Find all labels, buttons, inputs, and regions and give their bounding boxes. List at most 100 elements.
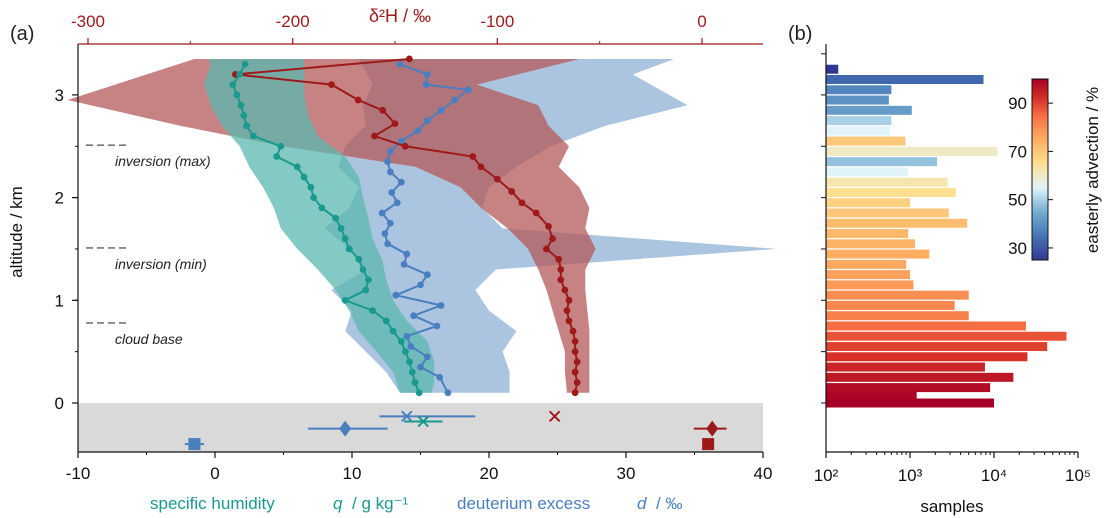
- point-q: [337, 225, 345, 232]
- y-tick-label: 0: [55, 394, 64, 413]
- surface-marker-q-x: [404, 415, 443, 428]
- x-tick-label: 10: [343, 464, 362, 483]
- point-h: [571, 348, 579, 356]
- colorbar-tick-label: 50: [1008, 191, 1027, 210]
- point-h: [571, 389, 579, 397]
- point-h: [573, 358, 581, 366]
- point-h: [532, 209, 540, 217]
- point-q: [402, 348, 409, 356]
- point-h: [493, 175, 501, 183]
- point-d: [423, 117, 431, 124]
- d-axis-symbol: d: [637, 494, 647, 513]
- sample-bar: [826, 311, 969, 321]
- q-axis-symbol: q: [333, 494, 343, 513]
- sample-bar: [826, 208, 949, 218]
- point-h: [545, 222, 552, 230]
- colorbar: 30 50 70 90: [1008, 78, 1053, 261]
- band-h: [67, 59, 596, 393]
- point-q: [408, 368, 416, 376]
- point-d: [393, 199, 401, 207]
- left-axis-label: altitude / km: [7, 186, 26, 278]
- top-tick-label: -100: [480, 12, 514, 31]
- colorbar-label: easterly advection / %: [1083, 87, 1102, 253]
- point-q: [243, 122, 250, 130]
- point-d: [437, 302, 445, 309]
- surface-marker-d-diamond: [308, 420, 388, 437]
- point-h: [557, 266, 565, 273]
- point-q: [240, 112, 248, 119]
- point-q: [310, 194, 318, 202]
- point-q: [277, 142, 285, 150]
- uncertainty-bands: [67, 59, 777, 393]
- point-d: [423, 271, 431, 279]
- point-h: [354, 96, 362, 104]
- point-d: [388, 189, 396, 196]
- point-d: [417, 281, 424, 289]
- point-q: [293, 163, 301, 171]
- point-h: [405, 55, 413, 63]
- point-h: [555, 255, 563, 263]
- sample-bar: [826, 280, 914, 290]
- top-tick-label: 0: [697, 12, 706, 31]
- y-tick-label: 1: [55, 291, 64, 310]
- point-q: [241, 60, 249, 68]
- sample-bar: [826, 187, 956, 197]
- point-q: [332, 214, 339, 222]
- sample-bar: [826, 229, 909, 239]
- point-q: [249, 132, 257, 140]
- q-axis-unit: / g kg⁻¹: [352, 494, 409, 513]
- panel-b-label: (b): [788, 23, 812, 45]
- sample-bar: [826, 398, 994, 408]
- samples-tick-label: 10⁴: [981, 466, 1007, 485]
- x-tick-label: 0: [210, 464, 219, 483]
- point-d: [381, 230, 389, 237]
- x-tick-label: 20: [480, 464, 499, 483]
- point-d: [386, 219, 394, 227]
- sample-bar: [826, 372, 1014, 382]
- sample-bar: [826, 74, 984, 84]
- point-d: [423, 70, 431, 78]
- point-q: [389, 327, 397, 335]
- sample-bar: [826, 290, 969, 300]
- sample-bar: [826, 126, 891, 136]
- point-d: [386, 168, 394, 176]
- sample-bar: [826, 95, 889, 105]
- annotation-text: inversion (min): [115, 256, 207, 272]
- sample-bar: [826, 300, 955, 310]
- point-d: [384, 240, 392, 248]
- sample-bar: [826, 239, 916, 249]
- annotations: inversion (max) inversion (min) cloud base: [86, 144, 211, 347]
- point-h: [518, 199, 526, 207]
- sample-bar: [826, 249, 930, 259]
- point-d: [423, 353, 431, 361]
- point-d: [451, 96, 459, 104]
- top-tick-label: -300: [71, 12, 105, 31]
- point-q: [318, 204, 326, 212]
- sample-bar: [826, 167, 909, 177]
- point-h: [401, 142, 409, 150]
- point-q: [273, 153, 281, 160]
- point-d: [414, 127, 422, 135]
- point-h: [565, 317, 573, 325]
- sample-bar: [826, 105, 912, 115]
- point-d: [397, 178, 405, 186]
- point-q: [406, 358, 413, 366]
- point-q: [341, 235, 349, 243]
- top-tick-label: -200: [276, 12, 310, 31]
- y-tick-label: 2: [55, 189, 64, 208]
- x-tick-label: -10: [66, 464, 91, 483]
- point-h: [561, 286, 569, 294]
- sample-bar: [826, 157, 938, 167]
- surface-marker-h-square: [702, 438, 715, 451]
- surface-marker-d-square: [184, 438, 205, 451]
- point-q: [307, 183, 315, 191]
- point-h: [549, 235, 556, 243]
- band-q: [204, 59, 435, 393]
- point-d: [437, 106, 445, 114]
- panel-a-label: (a): [10, 23, 34, 45]
- colorbar-tick-label: 70: [1008, 142, 1027, 161]
- surface-marker-h-x: [548, 410, 561, 423]
- sample-bar: [826, 321, 1026, 331]
